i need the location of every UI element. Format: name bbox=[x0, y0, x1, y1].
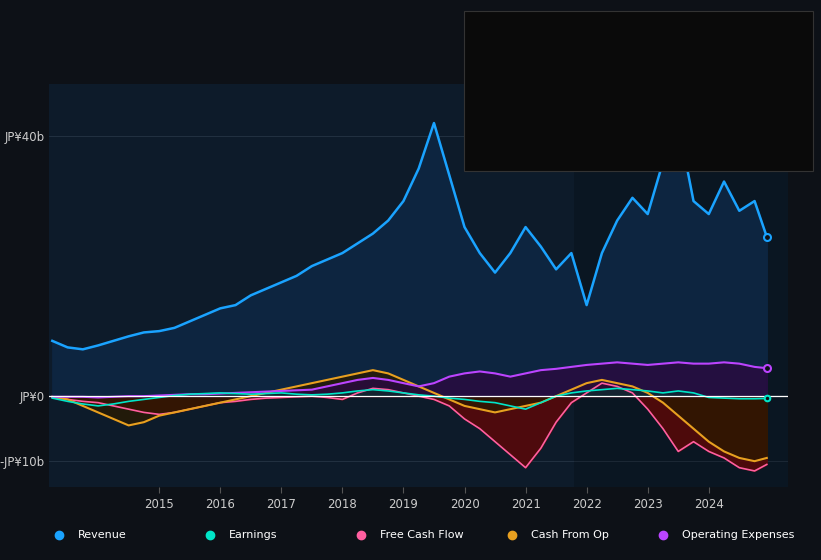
Text: Operating Expenses: Operating Expenses bbox=[682, 530, 795, 540]
Text: Earnings: Earnings bbox=[478, 64, 523, 74]
Text: Revenue: Revenue bbox=[78, 530, 126, 540]
Text: Operating Expenses: Operating Expenses bbox=[478, 144, 583, 153]
Text: -1.4% profit margin: -1.4% profit margin bbox=[624, 83, 726, 93]
Text: Free Cash Flow: Free Cash Flow bbox=[478, 97, 556, 108]
Text: Free Cash Flow: Free Cash Flow bbox=[380, 530, 464, 540]
Text: No data: No data bbox=[624, 97, 671, 108]
Text: Cash From Op: Cash From Op bbox=[531, 530, 609, 540]
Text: Cash From Op: Cash From Op bbox=[478, 120, 551, 130]
Text: -JP¥353.000m /yr: -JP¥353.000m /yr bbox=[624, 64, 725, 74]
Bar bbox=[575, 84, 788, 487]
Text: Revenue: Revenue bbox=[478, 38, 523, 48]
Text: JP¥24.477b /yr: JP¥24.477b /yr bbox=[624, 38, 711, 48]
Text: No data: No data bbox=[624, 120, 671, 130]
Text: JP¥4.291b /yr: JP¥4.291b /yr bbox=[624, 144, 703, 153]
Text: Dec 31 2024: Dec 31 2024 bbox=[478, 19, 560, 32]
Text: Earnings: Earnings bbox=[229, 530, 277, 540]
